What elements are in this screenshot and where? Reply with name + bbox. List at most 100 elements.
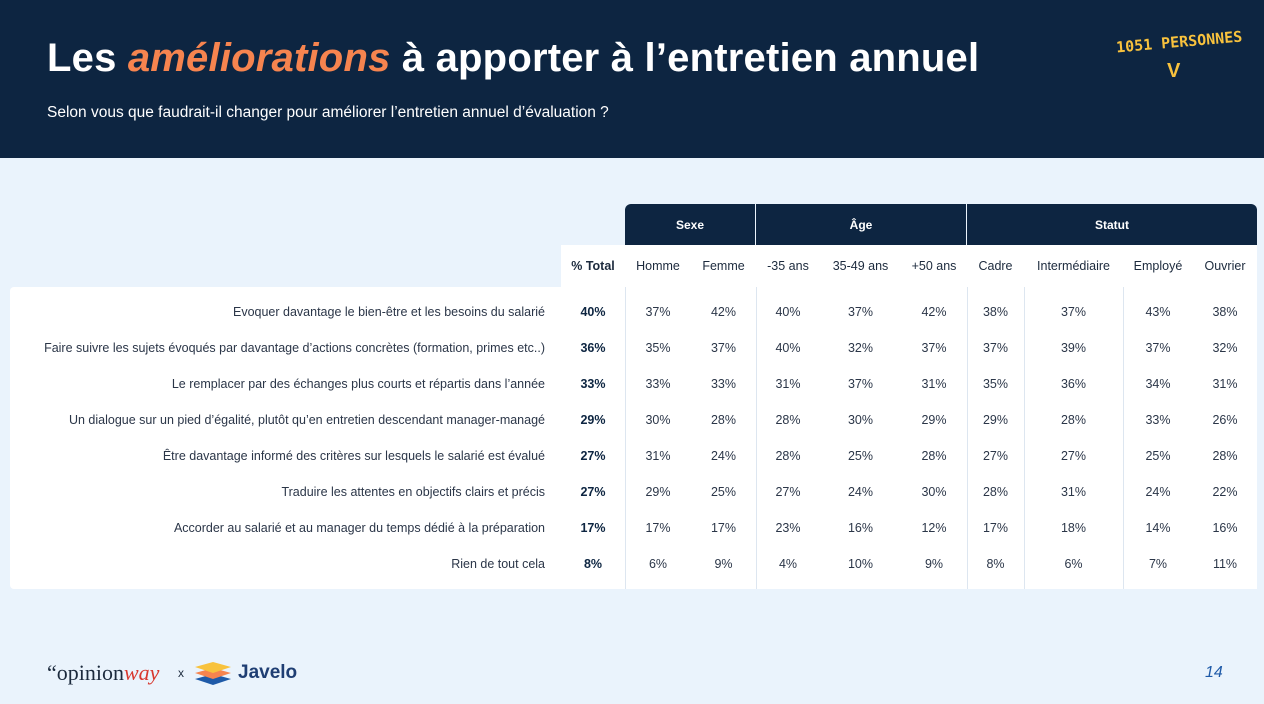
- column-header: Homme: [636, 259, 680, 273]
- row-label: Traduire les attentes en objectifs clair…: [281, 485, 545, 499]
- table-cell: 17%: [710, 521, 737, 535]
- table-cell: 9%: [714, 557, 733, 571]
- table-cell: 7%: [1148, 557, 1168, 571]
- row-label: Faire suivre les sujets évoqués par dava…: [44, 341, 545, 355]
- table-cell: 40%: [775, 341, 801, 355]
- table-cell: 37%: [847, 377, 874, 391]
- table-cell: 27%: [982, 449, 1009, 463]
- table-cell: 26%: [1212, 413, 1238, 427]
- table-cell: 28%: [710, 413, 737, 427]
- row-label: Être davantage informé des critères sur …: [162, 449, 545, 463]
- row-label: Le remplacer par des échanges plus court…: [171, 377, 545, 391]
- opinionway-logo: “opinionway: [47, 660, 159, 686]
- table-cell: 28%: [921, 449, 947, 463]
- table-cell: 25%: [847, 449, 874, 463]
- table-cell: 27%: [775, 485, 801, 499]
- table-cell: 27%: [580, 449, 606, 463]
- table-cell: 36%: [1060, 377, 1087, 391]
- column-divider: [1024, 287, 1025, 589]
- table-cell: 17%: [982, 521, 1009, 535]
- javelo-logo-text: Javelo: [238, 662, 298, 683]
- table-cell: 24%: [847, 485, 874, 499]
- table-cell: 42%: [710, 305, 737, 319]
- table-cell: 35%: [982, 377, 1009, 391]
- table-cell: 17%: [645, 521, 671, 535]
- title-accent: améliorations: [127, 36, 391, 80]
- table-cell: 23%: [775, 521, 801, 535]
- table-cell: 34%: [1145, 377, 1171, 391]
- table-cell: 37%: [1060, 305, 1087, 319]
- table-cell: 37%: [645, 305, 671, 319]
- table-cell: 31%: [921, 377, 947, 391]
- respondents-mark: V: [1167, 60, 1181, 82]
- column-header: Cadre: [978, 259, 1013, 273]
- table-cell: 32%: [1212, 341, 1238, 355]
- table-cell: 42%: [921, 305, 947, 319]
- table-cell: 28%: [1060, 413, 1087, 427]
- column-divider: [967, 287, 968, 589]
- column-header: -35 ans: [767, 259, 809, 273]
- opinionway-logo-text: “opinion: [47, 660, 124, 685]
- javelo-logo-icon: [195, 662, 231, 685]
- table-cell: 29%: [645, 485, 671, 499]
- column-header: 35-49 ans: [832, 259, 889, 273]
- table-cell: 29%: [580, 413, 606, 427]
- table-cell: 40%: [775, 305, 801, 319]
- table-cell: 31%: [645, 449, 671, 463]
- column-header: Intermédiaire: [1037, 259, 1110, 273]
- brand-separator: x: [178, 666, 184, 680]
- column-header: Femme: [702, 259, 745, 273]
- table-cell: 12%: [921, 521, 947, 535]
- row-label: Evoquer davantage le bien-être et les be…: [232, 305, 545, 319]
- table-cell: 30%: [921, 485, 947, 499]
- table-cell: 28%: [775, 413, 801, 427]
- table-cell: 4%: [778, 557, 798, 571]
- page-number: 14: [1205, 664, 1223, 681]
- respondents-count: 1051 PERSONNES: [1115, 27, 1243, 57]
- table-cell: 27%: [580, 485, 606, 499]
- column-divider: [756, 287, 757, 589]
- group-header-statut: Statut: [967, 204, 1257, 245]
- table-cell: 37%: [710, 341, 737, 355]
- title-part-1: Les: [47, 36, 128, 80]
- opinionway-logo-accent: way: [124, 660, 160, 685]
- title-part-2: à apporter à l’entretien annuel: [390, 36, 980, 80]
- table-cell: 6%: [648, 557, 668, 571]
- column-header: Employé: [1133, 259, 1183, 273]
- table-cell: 24%: [1145, 485, 1171, 499]
- table-cell: 37%: [847, 305, 874, 319]
- column-divider: [1123, 287, 1124, 589]
- table-cell: 33%: [710, 377, 737, 391]
- table-cell: 38%: [982, 305, 1009, 319]
- table-cell: 32%: [847, 341, 874, 355]
- column-header: +50 ans: [911, 259, 957, 273]
- row-label: Accorder au salarié et au manager du tem…: [173, 521, 545, 535]
- table-cell: 28%: [982, 485, 1009, 499]
- table-cell: 10%: [847, 557, 874, 571]
- table-cell: 33%: [645, 377, 671, 391]
- table-cell: 29%: [921, 413, 947, 427]
- table-header-background: [561, 245, 1257, 589]
- table-cell: 29%: [982, 413, 1009, 427]
- row-label: Un dialogue sur un pied d’égalité, plutô…: [68, 413, 545, 427]
- row-label: Rien de tout cela: [451, 557, 545, 571]
- table-cell: 28%: [1212, 449, 1238, 463]
- table-cell: 6%: [1064, 557, 1083, 571]
- table-cell: 36%: [580, 341, 606, 355]
- table-cell: 22%: [1212, 485, 1238, 499]
- table-cell: 16%: [1212, 521, 1238, 535]
- table-cell: 16%: [847, 521, 874, 535]
- table-cell: 14%: [1145, 521, 1171, 535]
- table-cell: 25%: [1145, 449, 1171, 463]
- table-cell: 9%: [924, 557, 944, 571]
- table-cell: 30%: [847, 413, 874, 427]
- page-subtitle: Selon vous que faudrait-il changer pour …: [47, 104, 609, 121]
- table-cell: 38%: [1212, 305, 1238, 319]
- table-cell: 31%: [1060, 485, 1087, 499]
- column-header: Ouvrier: [1204, 259, 1246, 273]
- table-cell: 37%: [982, 341, 1009, 355]
- table-cell: 30%: [645, 413, 671, 427]
- table-cell: 37%: [1145, 341, 1171, 355]
- table-cell: 24%: [710, 449, 737, 463]
- group-header-sexe: Sexe: [625, 204, 755, 245]
